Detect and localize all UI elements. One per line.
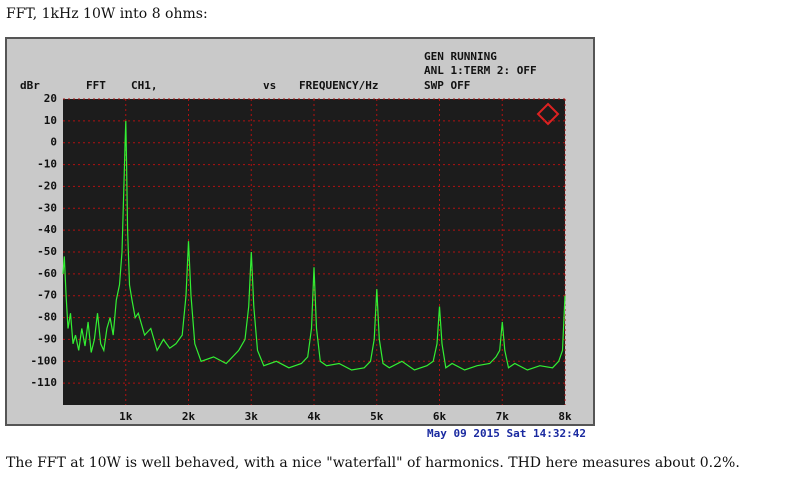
y-axis-label: dBr	[20, 79, 40, 92]
x-tick-label: 2k	[182, 410, 196, 423]
caption: The FFT at 10W is well behaved, with a n…	[6, 455, 740, 471]
header: vs	[263, 79, 276, 92]
y-tick-label: -100	[31, 354, 58, 367]
y-tick-label: -60	[37, 267, 57, 280]
y-tick-label: -70	[37, 289, 57, 302]
status: ANL 1:TERM 2: OFF	[424, 64, 537, 77]
header: CH1,	[131, 79, 158, 92]
status: SWP OFF	[424, 79, 470, 92]
y-tick-label: -20	[37, 179, 57, 192]
line	[62, 120, 566, 371]
status: GEN RUNNING	[424, 50, 497, 63]
x-tick-label: 1k	[119, 410, 133, 423]
x-tick-label: 7k	[496, 410, 510, 423]
caption: FFT, 1kHz 10W into 8 ohms:	[6, 6, 208, 22]
y-tick-label: -90	[37, 332, 57, 345]
y-tick-label: 10	[44, 114, 57, 127]
x-tick-label: 5k	[370, 410, 384, 423]
header: FREQUENCY/Hz	[299, 79, 378, 92]
y-tick-label: -80	[37, 311, 57, 324]
x-tick-label: 8k	[558, 410, 572, 423]
y-tick-label: -30	[37, 201, 57, 214]
y-tick-label: 0	[50, 136, 57, 149]
timestamp: May 09 2015 Sat 14:32:42	[427, 427, 586, 440]
header: FFT	[86, 79, 106, 92]
y-tick-label: 20	[44, 92, 57, 105]
x-tick-label: 3k	[245, 410, 259, 423]
y-tick-label: -110	[31, 376, 58, 389]
x-tick-label: 4k	[307, 410, 321, 423]
y-tick-label: -50	[37, 245, 57, 258]
y-tick-label: -10	[37, 158, 57, 171]
y-tick-label: -40	[37, 223, 57, 236]
x-tick-label: 6k	[433, 410, 447, 423]
logo	[536, 102, 560, 126]
